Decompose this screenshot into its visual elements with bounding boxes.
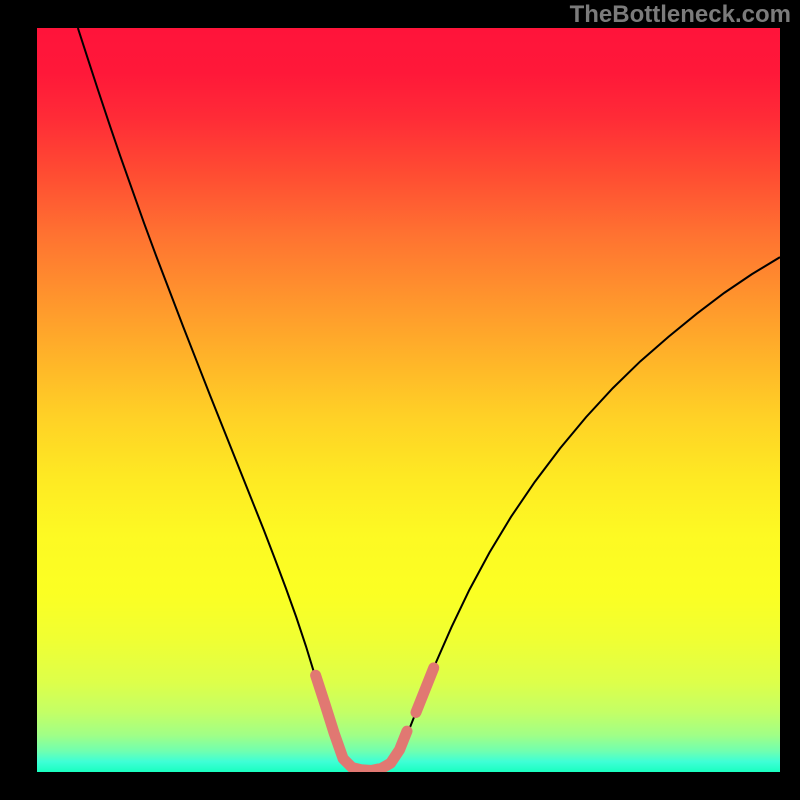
chart-frame: TheBottleneck.com — [0, 0, 800, 800]
bottleneck-chart — [37, 28, 780, 772]
gradient-background — [37, 28, 780, 772]
watermark-text: TheBottleneck.com — [570, 1, 791, 29]
